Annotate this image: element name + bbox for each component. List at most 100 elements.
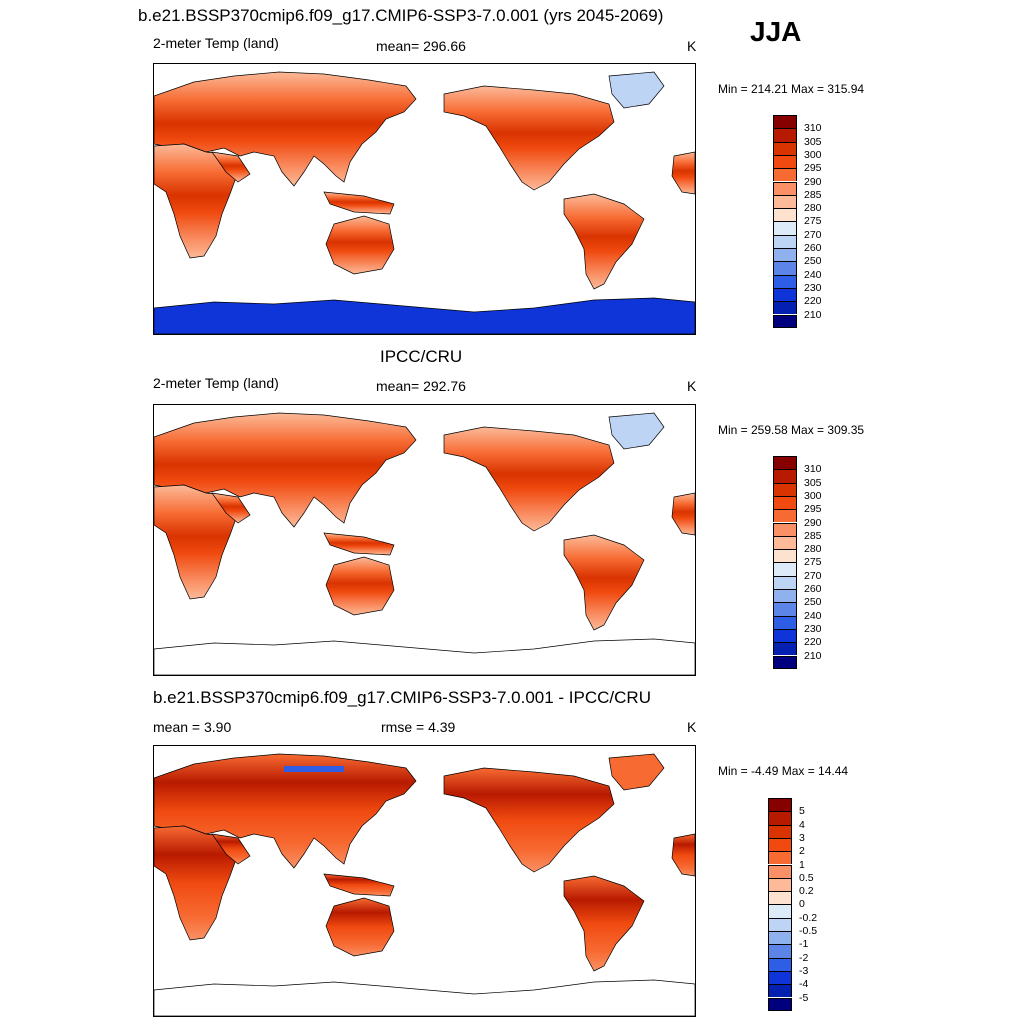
min-max-label: Min = -4.49 Max = 14.44 [718,764,849,778]
colorbar-swatch [773,141,797,155]
colorbar-separator [773,535,797,537]
colorbar-swatch [773,535,797,550]
colorbar-separator [773,562,797,564]
colorbar-label: 250 [804,596,822,609]
colorbar-label: 260 [804,583,822,595]
colorbar-separator [768,851,792,853]
colorbar-swatch [773,208,797,222]
colorbar-separator [773,509,797,511]
colorbar-label: 310 [804,122,822,135]
colorbar-swatch [773,274,797,288]
colorbar: 310 305 300 295 290 285 280 275 270 260 250 240 230 2… [773,115,822,328]
variable-label: 2-meter Temp (land) [153,35,279,51]
land-north-america [443,767,615,873]
map-difference [153,745,696,1017]
colorbar-label: 300 [804,148,822,161]
rmse-label: rmse = 4.39 [381,719,456,735]
colorbar-separator [773,168,797,170]
colorbar-swatch [773,194,797,209]
colorbar-separator [768,984,792,986]
colorbar-label: 4 [799,818,805,831]
colorbar-swatch [773,154,797,169]
mean-label: mean= 296.66 [376,38,466,54]
colorbar-separator [773,274,797,276]
colorbar-swatch [768,957,792,971]
colorbar-label: -1 [799,938,809,951]
panel-title: b.e21.BSSP370cmip6.f09_g17.CMIP6-SSP3-7.… [153,688,651,707]
colorbar-swatch [773,234,797,248]
colorbar-separator [768,997,792,999]
colorbar-swatch [773,128,797,142]
colorbar-separator [773,589,797,590]
colorbar-separator [768,824,792,826]
land-west-africa-edge [671,492,695,536]
panel-title: IPCC/CRU [380,347,463,366]
colorbar-separator [773,248,797,249]
colorbar-separator [773,495,797,497]
colorbar-swatch [768,917,792,931]
land-arabia [211,151,251,183]
arctic-cold-anomaly [284,766,344,772]
colorbar-label: 305 [804,135,822,148]
colorbar-label: 0.5 [799,871,814,884]
land-africa [154,825,239,941]
land-australia [325,556,395,616]
colorbar-separator [768,891,792,893]
land-indonesia [323,532,395,556]
colorbar-swatch [768,904,792,918]
colorbar-swatch [773,248,797,262]
map-observed-temperature [153,404,696,676]
colorbar-swatch [773,301,797,315]
colorbar-separator [773,208,797,210]
colorbar-label: 275 [804,556,822,569]
colorbar-label: 305 [804,476,822,489]
colorbar-separator [773,602,797,604]
colorbar-label: 300 [804,489,822,502]
colorbar-swatch [768,811,792,825]
land-west-africa-edge [671,833,695,877]
colorbar-separator [773,181,797,183]
colorbar-label: 310 [804,463,822,476]
colorbar-separator [773,234,797,236]
land-north-america [443,85,615,191]
colorbar-swatch [768,864,792,878]
colorbar-swatch [773,469,797,483]
units-label: K [687,719,697,735]
land-eurasia [154,753,417,869]
colorbar-label: -3 [799,964,809,977]
colorbar-separator [773,261,797,263]
colorbar-separator [773,522,797,524]
colorbar-swatch [773,589,797,603]
colorbar-separator [773,194,797,196]
colorbar-label: 210 [804,308,822,321]
land-arabia [211,492,251,524]
colorbar-swatch [773,221,797,235]
colorbar-swatch [768,970,792,985]
land-antarctica [154,979,695,1016]
colorbar-swatch [768,891,792,905]
colorbar-separator [773,628,797,630]
land-eurasia [154,412,417,528]
land-south-america [563,875,645,972]
colorbar-swatch [768,824,792,838]
figure-title: b.e21.BSSP370cmip6.f09_g17.CMIP6-SSP3-7.… [138,6,664,25]
colorbar-separator [773,154,797,156]
colorbar-label: 220 [804,636,822,649]
colorbar-separator [773,482,797,484]
colorbar-label: 285 [804,188,822,201]
units-label: K [687,38,697,54]
land-south-america [563,534,645,631]
colorbar-separator [773,549,797,551]
colorbar-separator [773,221,797,223]
colorbar-swatch [773,628,797,643]
land-australia [325,215,395,275]
colorbar-label: 230 [804,622,822,635]
colorbar-swatch [773,509,797,523]
colorbar-swatch [768,984,792,998]
colorbar-label: 275 [804,215,822,228]
land-greenland [608,753,665,791]
colorbar-label: 270 [804,569,822,582]
colorbar-swatch [773,115,797,129]
units-label: K [687,378,697,394]
colorbar-separator [768,917,792,919]
